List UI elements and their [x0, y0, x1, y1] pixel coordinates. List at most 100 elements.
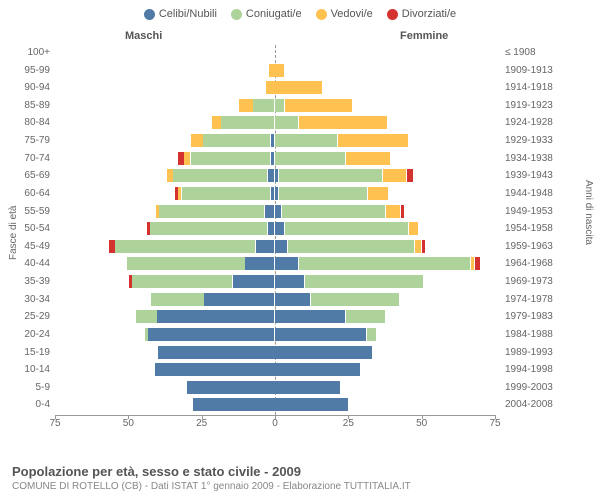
age-label: 40-44 [0, 256, 50, 274]
segment [278, 187, 367, 200]
bar-male [55, 63, 275, 81]
year-label: 1964-1968 [500, 256, 600, 274]
year-label: 1979-1983 [500, 309, 600, 327]
bar-female [275, 98, 495, 116]
legend-swatch [387, 9, 398, 20]
bar-male [55, 221, 275, 239]
bar-female [275, 327, 495, 345]
segment [253, 99, 275, 112]
bar-male [55, 292, 275, 310]
segment [191, 152, 271, 165]
age-label: 5-9 [0, 380, 50, 398]
year-label: 1994-1998 [500, 362, 600, 380]
x-tick-mark [422, 415, 423, 419]
pyramid-row [55, 274, 495, 292]
segment [275, 381, 340, 394]
segment [408, 222, 418, 235]
age-label: 35-39 [0, 274, 50, 292]
legend-item: Celibi/Nubili [144, 8, 217, 20]
legend-label: Coniugati/e [246, 8, 302, 20]
year-label: 1929-1933 [500, 133, 600, 151]
label-female: Femmine [400, 30, 448, 42]
segment [275, 64, 284, 77]
age-label: 70-74 [0, 151, 50, 169]
segment [275, 363, 360, 376]
segment [278, 169, 382, 182]
bar-male [55, 168, 275, 186]
footer: Popolazione per età, sesso e stato civil… [12, 464, 588, 492]
segment [367, 187, 389, 200]
chart-subtitle: COMUNE DI ROTELLO (CB) - Dati ISTAT 1° g… [12, 481, 588, 492]
age-label: 90-94 [0, 80, 50, 98]
pyramid-row [55, 327, 495, 345]
segment [275, 81, 322, 94]
segment [148, 328, 275, 341]
segment [275, 116, 298, 129]
bar-female [275, 256, 495, 274]
bar-male [55, 345, 275, 363]
chart-container: Celibi/NubiliConiugati/eVedovi/eDivorzia… [0, 0, 600, 500]
age-label: 75-79 [0, 133, 50, 151]
segment [245, 257, 275, 270]
segment [184, 152, 191, 165]
segment [284, 222, 408, 235]
x-axis: 7550250255075 [55, 418, 495, 438]
bar-male [55, 204, 275, 222]
bar-male [55, 274, 275, 292]
year-label: 1969-1973 [500, 274, 600, 292]
year-label: 1954-1958 [500, 221, 600, 239]
segment [127, 257, 244, 270]
bar-female [275, 204, 495, 222]
x-tick-mark [55, 415, 56, 419]
bar-female [275, 45, 495, 63]
bar-male [55, 256, 275, 274]
year-label: 1934-1938 [500, 151, 600, 169]
year-label: 2004-2008 [500, 397, 600, 415]
legend-item: Divorziati/e [387, 8, 456, 20]
age-label: 45-49 [0, 239, 50, 257]
age-label: 15-19 [0, 345, 50, 363]
pyramid-row [55, 63, 495, 81]
segment [304, 275, 422, 288]
bar-female [275, 63, 495, 81]
segment [345, 310, 384, 323]
x-tick-label: 75 [49, 418, 60, 429]
segment [284, 99, 352, 112]
year-label: 1924-1928 [500, 115, 600, 133]
age-label: 10-14 [0, 362, 50, 380]
segment [287, 240, 414, 253]
legend-label: Celibi/Nubili [159, 8, 217, 20]
chart-title: Popolazione per età, sesso e stato civil… [12, 464, 588, 479]
segment [233, 275, 275, 288]
year-label: 1999-2003 [500, 380, 600, 398]
segment [275, 398, 348, 411]
segment [275, 134, 337, 147]
bar-male [55, 309, 275, 327]
year-label: 1919-1923 [500, 98, 600, 116]
pyramid-row [55, 345, 495, 363]
bar-female [275, 168, 495, 186]
legend-swatch [231, 9, 242, 20]
legend-swatch [144, 9, 155, 20]
segment [474, 257, 481, 270]
bar-female [275, 292, 495, 310]
bar-male [55, 362, 275, 380]
segment [221, 116, 275, 129]
label-male: Maschi [125, 30, 162, 42]
age-label: 95-99 [0, 63, 50, 81]
segment [382, 169, 406, 182]
bar-female [275, 345, 495, 363]
year-label: 1909-1913 [500, 63, 600, 81]
bar-male [55, 327, 275, 345]
segment [212, 116, 221, 129]
segment [157, 310, 275, 323]
segment [191, 134, 203, 147]
year-label: 1989-1993 [500, 345, 600, 363]
bar-female [275, 221, 495, 239]
age-label: 100+ [0, 45, 50, 63]
segment [204, 293, 275, 306]
segment [268, 222, 275, 235]
bar-female [275, 115, 495, 133]
bar-male [55, 80, 275, 98]
bar-female [275, 239, 495, 257]
